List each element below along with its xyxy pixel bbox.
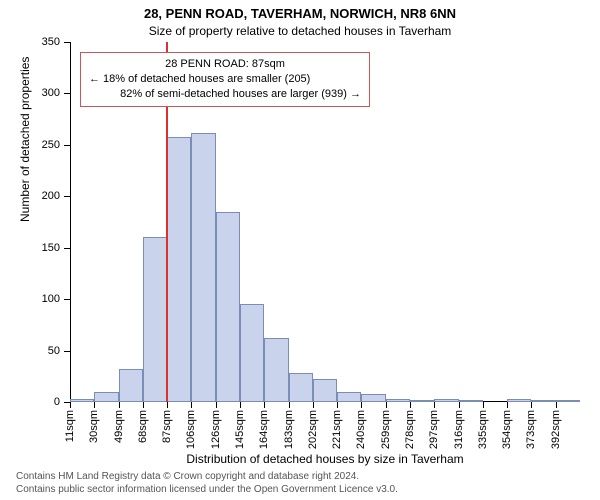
x-tick-label: 240sqm (355, 410, 367, 449)
histogram-bar (410, 400, 434, 402)
x-tick-label: 297sqm (428, 410, 440, 449)
x-tick-label: 11sqm (64, 410, 76, 442)
x-tick (361, 402, 362, 408)
x-tick-label: 335sqm (477, 410, 489, 449)
x-tick (531, 402, 532, 408)
y-tick-label: 100 (42, 293, 60, 305)
y-tick-label: 0 (54, 396, 60, 408)
histogram-bar (289, 373, 313, 402)
x-tick-label: 87sqm (161, 410, 173, 443)
footer-line-1: Contains HM Land Registry data © Crown c… (16, 471, 398, 484)
x-tick-label: 145sqm (234, 410, 246, 449)
x-tick (264, 402, 265, 408)
y-tick (64, 351, 70, 352)
y-axis-line (70, 42, 71, 402)
histogram-bar (191, 133, 215, 402)
x-tick (70, 402, 71, 408)
y-tick (64, 145, 70, 146)
y-tick-label: 300 (42, 87, 60, 99)
histogram-bar (459, 400, 483, 402)
x-tick-label: 221sqm (331, 410, 343, 449)
x-tick (556, 402, 557, 408)
histogram-bar (143, 237, 167, 402)
chart-container: 28, PENN ROAD, TAVERHAM, NORWICH, NR8 6N… (0, 0, 600, 500)
histogram-bar (94, 392, 118, 402)
annotation-line-1: 28 PENN ROAD: 87sqm (89, 57, 361, 72)
x-tick (191, 402, 192, 408)
footer-line-2: Contains public sector information licen… (16, 484, 398, 497)
histogram-bar (264, 338, 288, 402)
x-tick-label: 106sqm (185, 410, 197, 449)
x-tick (313, 402, 314, 408)
x-tick (483, 402, 484, 408)
x-tick (459, 402, 460, 408)
x-tick-label: 164sqm (258, 410, 270, 449)
x-tick (240, 402, 241, 408)
histogram-bar (119, 369, 143, 402)
y-tick (64, 248, 70, 249)
x-tick-label: 259sqm (380, 410, 392, 449)
histogram-bar (337, 392, 361, 402)
annotation-line-2: ← 18% of detached houses are smaller (20… (89, 72, 361, 87)
y-tick-label: 200 (42, 190, 60, 202)
x-tick (410, 402, 411, 408)
x-tick-label: 392sqm (550, 410, 562, 449)
histogram-bar (531, 400, 555, 402)
y-tick (64, 196, 70, 197)
y-tick-label: 150 (42, 242, 60, 254)
x-tick (216, 402, 217, 408)
x-axis-label: Distribution of detached houses by size … (70, 452, 580, 466)
x-tick (386, 402, 387, 408)
y-axis-label: Number of detached properties (18, 57, 32, 222)
x-tick (94, 402, 95, 408)
x-tick (337, 402, 338, 408)
y-tick (64, 42, 70, 43)
y-tick-label: 50 (48, 345, 60, 357)
x-tick-label: 354sqm (501, 410, 513, 449)
histogram-bar (434, 399, 458, 402)
histogram-bar (361, 394, 385, 402)
x-tick (289, 402, 290, 408)
x-tick (143, 402, 144, 408)
y-tick-label: 350 (42, 36, 60, 48)
histogram-bar (167, 137, 191, 402)
x-tick (119, 402, 120, 408)
histogram-bar (386, 399, 410, 402)
x-tick-label: 316sqm (453, 410, 465, 449)
x-tick-label: 183sqm (283, 410, 295, 449)
x-tick (167, 402, 168, 408)
x-tick-label: 202sqm (307, 410, 319, 449)
histogram-bar (313, 379, 337, 402)
histogram-bar (216, 212, 240, 402)
x-tick-label: 373sqm (525, 410, 537, 449)
x-tick-label: 49sqm (113, 410, 125, 443)
histogram-bar (240, 304, 264, 402)
footer-attribution: Contains HM Land Registry data © Crown c… (16, 471, 398, 496)
y-tick (64, 299, 70, 300)
x-tick-label: 126sqm (210, 410, 222, 449)
annotation-box: 28 PENN ROAD: 87sqm ← 18% of detached ho… (80, 52, 370, 107)
y-tick (64, 93, 70, 94)
x-tick (434, 402, 435, 408)
histogram-bar (507, 399, 531, 402)
x-tick (507, 402, 508, 408)
x-tick-label: 278sqm (404, 410, 416, 449)
histogram-bar (70, 399, 94, 402)
chart-title-sub: Size of property relative to detached ho… (0, 24, 600, 38)
annotation-line-3: 82% of semi-detached houses are larger (… (89, 87, 361, 102)
x-tick-label: 30sqm (88, 410, 100, 443)
y-tick-label: 250 (42, 139, 60, 151)
chart-title-main: 28, PENN ROAD, TAVERHAM, NORWICH, NR8 6N… (0, 6, 600, 21)
histogram-bar (556, 400, 580, 402)
x-tick-label: 68sqm (137, 410, 149, 443)
